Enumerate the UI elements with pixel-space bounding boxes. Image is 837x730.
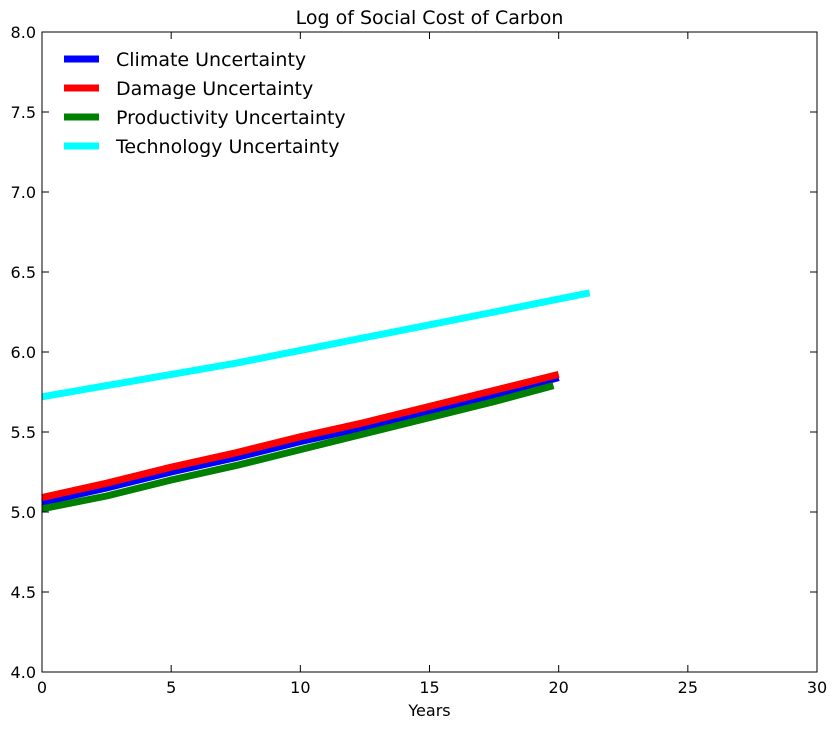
- y-tick-label: 6.0: [11, 343, 36, 362]
- x-axis-label: Years: [407, 701, 450, 720]
- y-tick-label: 7.0: [11, 183, 36, 202]
- x-tick-label: 10: [290, 678, 310, 697]
- y-tick-label: 5.5: [11, 423, 36, 442]
- series-layer: [41, 289, 591, 513]
- y-tick-label: 5.0: [11, 503, 36, 522]
- legend-label-0: Climate Uncertainty: [116, 49, 306, 71]
- legend: Climate Uncertainty Damage Uncertainty Pro…: [64, 49, 346, 158]
- legend-label-2: Productivity Uncertainty: [116, 107, 346, 129]
- y-tick-label: 4.0: [11, 663, 36, 682]
- x-tick-label: 5: [166, 678, 176, 697]
- series-line-3: [41, 289, 591, 401]
- x-tick-label: 0: [37, 678, 47, 697]
- plot-background: [42, 32, 817, 672]
- y-tick-label: 8.0: [11, 23, 36, 42]
- series-line-0: [41, 374, 560, 506]
- axes-layer: 0 5 10 15 20 25 30 4.0 4.5 5.0 5.5 6.0 6.5 7.0 7.5 8.0: [11, 23, 828, 697]
- x-tick-label: 15: [419, 678, 439, 697]
- x-tick-label: 30: [807, 678, 827, 697]
- series-line-1: [41, 371, 560, 502]
- x-tick-label: 25: [678, 678, 698, 697]
- y-tick-label: 6.5: [11, 263, 36, 282]
- y-tick-label: 7.5: [11, 103, 36, 122]
- legend-label-1: Damage Uncertainty: [116, 78, 313, 100]
- x-tick-label: 20: [548, 678, 568, 697]
- legend-label-3: Technology Uncertainty: [115, 136, 339, 158]
- chart-title: Log of Social Cost of Carbon: [296, 7, 564, 29]
- y-tick-label: 4.5: [11, 583, 36, 602]
- series-line-2: [41, 382, 555, 513]
- plot-area: [42, 32, 817, 672]
